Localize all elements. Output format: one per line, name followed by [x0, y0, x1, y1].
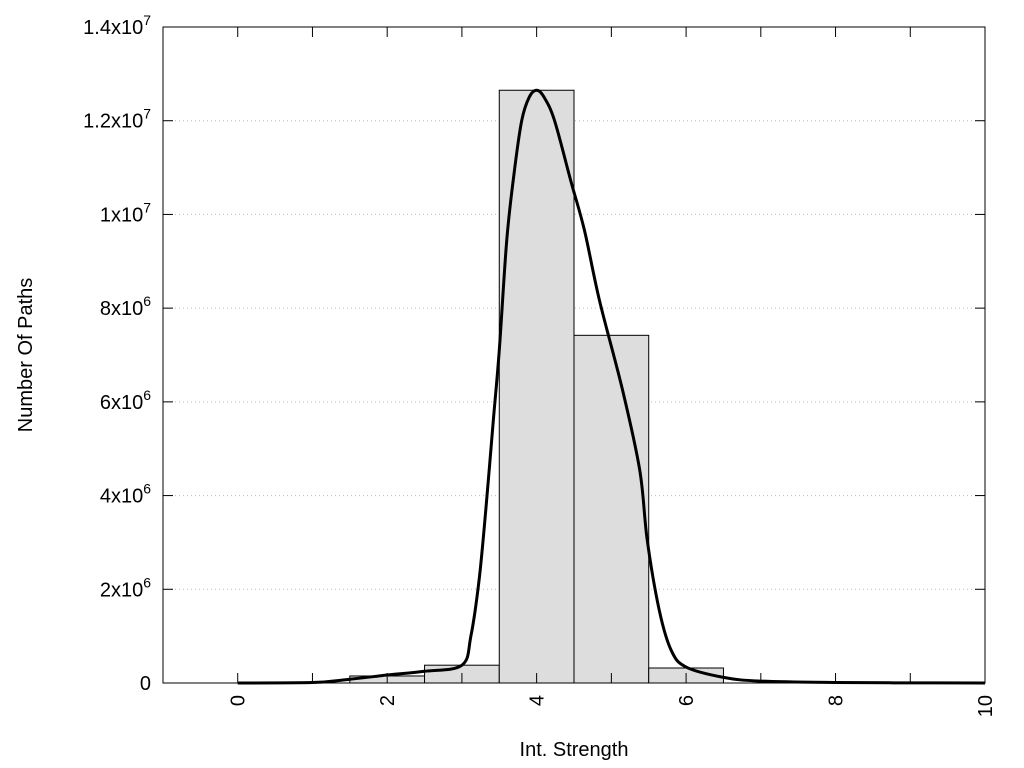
- x-tick-label: 10: [975, 695, 997, 717]
- y-tick-label: 8x106: [100, 293, 151, 320]
- y-tick-label: 2x106: [100, 574, 151, 601]
- plot-frame: [162, 26, 986, 684]
- bars: [349, 89, 724, 684]
- x-tick-label: 2: [377, 695, 399, 706]
- x-tick-label: 8: [826, 695, 848, 706]
- x-tick-label: 0: [228, 695, 250, 706]
- grid-lines: [163, 120, 985, 590]
- y-tick-label: 1.4x107: [83, 12, 151, 39]
- y-tick-label: 6x106: [100, 387, 151, 414]
- y-axis-label: Number Of Paths: [15, 278, 37, 433]
- x-tick-label: 6: [676, 695, 698, 706]
- y-tick-label: 0: [140, 673, 151, 695]
- fit-curve: [237, 88, 986, 685]
- histogram-bar: [573, 334, 650, 684]
- x-axis-label: Int. Strength: [520, 739, 629, 761]
- y-tick-label: 1.2x107: [83, 106, 151, 133]
- axis-ticks: 0 2x106 4x106 6x106 8x106 1x107 1.2x107 1.4x107…: [83, 12, 997, 717]
- histogram-bar: [498, 89, 575, 684]
- y-tick-label: 1x107: [100, 199, 151, 226]
- x-tick-label: 4: [527, 695, 549, 706]
- y-tick-label: 4x106: [100, 481, 151, 508]
